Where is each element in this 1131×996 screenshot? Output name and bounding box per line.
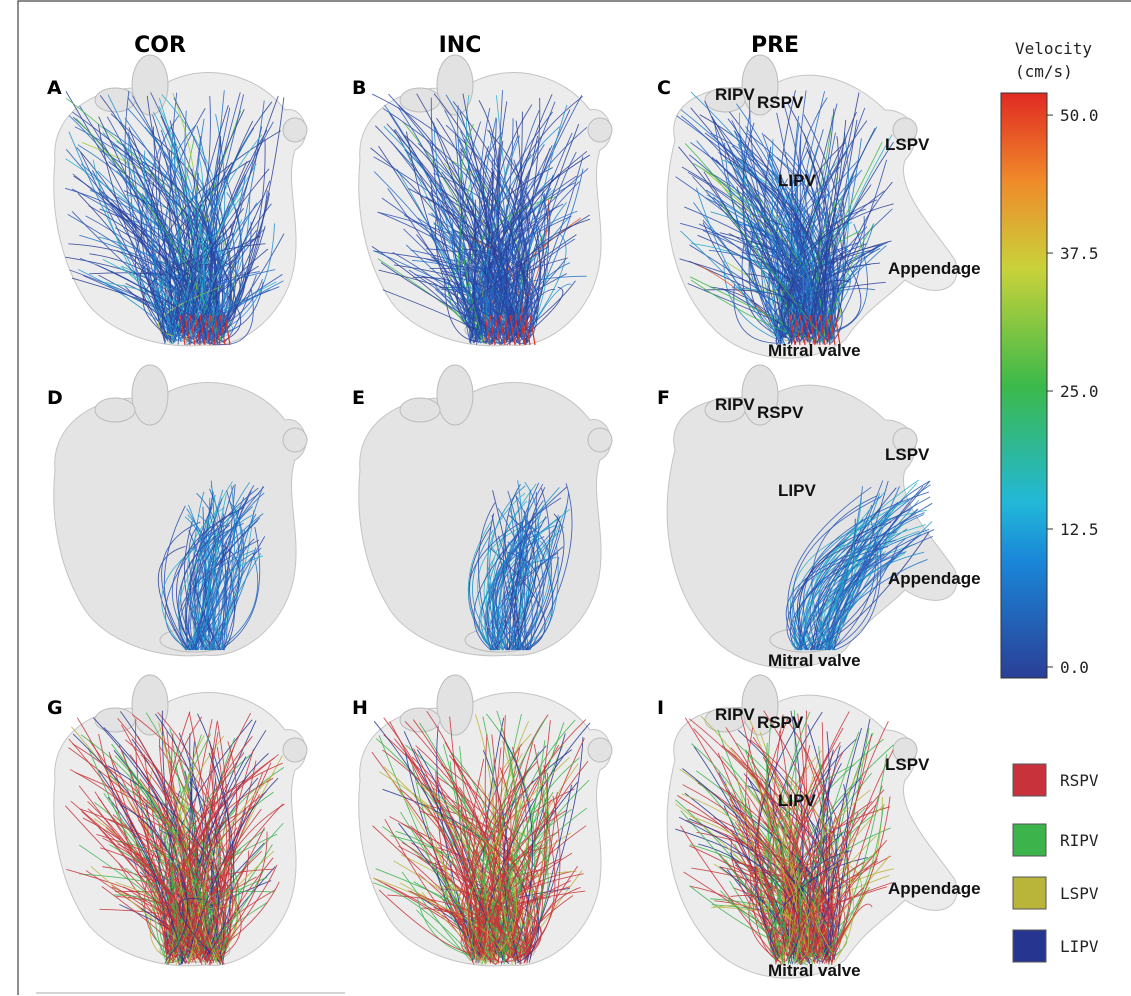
panel-letter: A <box>47 77 62 99</box>
legend-label: LSPV <box>1060 884 1099 903</box>
colorbar <box>1001 93 1047 678</box>
anatomy-label: Mitral valve <box>768 651 861 670</box>
anatomy-label: RSPV <box>757 403 804 422</box>
panel-letter: I <box>657 697 664 719</box>
anatomy-label: Mitral valve <box>768 961 861 980</box>
column-header: INC <box>439 33 482 58</box>
colorbar-tick-label: 0.0 <box>1060 658 1089 677</box>
vein-stub <box>132 365 168 425</box>
legend-label: LIPV <box>1060 937 1099 956</box>
anatomy-label: LSPV <box>885 755 930 774</box>
vein-stub <box>588 118 612 142</box>
anatomy-label: LIPV <box>778 791 816 810</box>
panel-letter: E <box>352 387 365 409</box>
anatomy-label: RIPV <box>715 395 755 414</box>
panel <box>359 675 612 966</box>
anatomy-label: RIPV <box>715 705 755 724</box>
colorbar-tick-label: 37.5 <box>1060 244 1099 263</box>
panel <box>359 55 612 346</box>
anatomy-label: Mitral valve <box>768 341 861 360</box>
vein-stub <box>437 365 473 425</box>
anatomy-label: RIPV <box>715 85 755 104</box>
panel-letter: D <box>47 387 63 409</box>
vein-stub <box>95 398 135 422</box>
anatomy-label: Appendage <box>888 879 981 898</box>
anatomy-label: LIPV <box>778 171 816 190</box>
vein-stub <box>132 55 168 115</box>
legend-label: RSPV <box>1060 771 1099 790</box>
panel-letter: G <box>47 697 63 719</box>
panel <box>54 675 307 966</box>
anatomy-label: LSPV <box>885 445 930 464</box>
legend-label: RIPV <box>1060 831 1099 850</box>
anatomy-label: LIPV <box>778 481 816 500</box>
legend-swatch <box>1013 877 1046 909</box>
column-header: COR <box>134 33 186 58</box>
vein-stub <box>95 708 135 732</box>
panel <box>667 55 957 358</box>
vein-stub <box>588 428 612 452</box>
anatomy-label: RSPV <box>757 93 804 112</box>
atrium-surface <box>667 385 957 668</box>
anatomy-label: LSPV <box>885 135 930 154</box>
panel-letter: H <box>352 697 368 719</box>
legend-swatch <box>1013 764 1046 796</box>
anatomy-label: Appendage <box>888 569 981 588</box>
colorbar-tick-label: 12.5 <box>1060 520 1099 539</box>
panel <box>54 55 307 346</box>
panel <box>667 365 957 668</box>
legend-swatch <box>1013 824 1046 856</box>
vein-stub <box>400 398 440 422</box>
vein-stub <box>437 675 473 735</box>
figure: CORINCPREABCRIPVRSPVLSPVLIPVAppendageMit… <box>0 0 1131 996</box>
column-header: PRE <box>751 33 799 58</box>
legend-swatch <box>1013 930 1046 962</box>
colorbar-title: Velocity <box>1015 39 1092 58</box>
anatomy-label: Appendage <box>888 259 981 278</box>
atrium-surface <box>54 383 306 656</box>
colorbar-tick-label: 50.0 <box>1060 106 1099 125</box>
panel <box>359 365 612 656</box>
panel-letter: F <box>657 387 670 409</box>
colorbar-tick-label: 25.0 <box>1060 382 1099 401</box>
panel <box>667 675 957 978</box>
vein-stub <box>283 118 307 142</box>
anatomy-label: RSPV <box>757 713 804 732</box>
panel-letter: C <box>657 77 671 99</box>
colorbar-title: (cm/s) <box>1015 62 1073 81</box>
vein-stub <box>283 428 307 452</box>
vein-stub <box>588 738 612 762</box>
panel-letter: B <box>352 77 366 99</box>
atrium-surface <box>359 383 611 656</box>
panel <box>54 365 307 656</box>
vein-stub <box>283 738 307 762</box>
